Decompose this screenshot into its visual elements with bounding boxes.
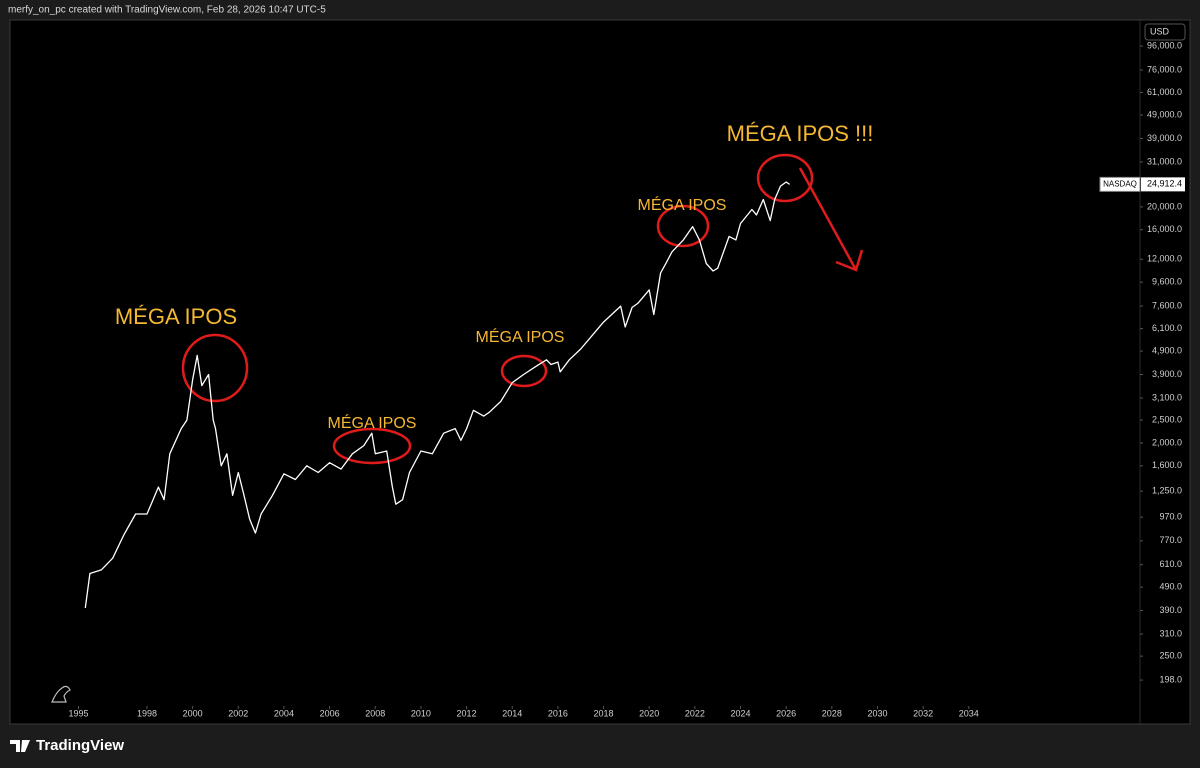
annotation: MÉGA IPOS bbox=[328, 413, 417, 432]
annotation: MÉGA IPOS bbox=[638, 195, 727, 214]
currency: USD bbox=[1150, 26, 1170, 36]
circle bbox=[181, 333, 249, 403]
y-tick-label: 970.0 bbox=[1159, 512, 1182, 522]
x-tick-label: 2026 bbox=[776, 708, 796, 718]
x-tick-label: 2016 bbox=[548, 708, 568, 718]
x-tick-label: 2032 bbox=[913, 708, 933, 718]
x-tick-label: 2024 bbox=[730, 708, 750, 718]
circle bbox=[500, 354, 548, 388]
y-tick-label: 4,900.0 bbox=[1152, 345, 1182, 355]
header: merfy_on_pc created with TradingView.com… bbox=[8, 5, 326, 16]
price-tag-name: NASDAQ bbox=[1103, 179, 1137, 188]
x-tick-label: 2000 bbox=[183, 708, 203, 718]
y-tick-label: 3,100.0 bbox=[1152, 392, 1182, 402]
circle bbox=[756, 153, 814, 203]
y-tick-label: 96,000.0 bbox=[1147, 40, 1182, 50]
hand-drawn-marks bbox=[181, 153, 864, 465]
circle bbox=[332, 427, 412, 465]
y-tick-label: 2,500.0 bbox=[1152, 414, 1182, 424]
footer-logo: TradingView bbox=[36, 737, 124, 754]
y-tick-label: 16,000.0 bbox=[1147, 224, 1182, 234]
circle bbox=[656, 204, 710, 248]
y-tick-label: 20,000.0 bbox=[1147, 201, 1182, 211]
x-tick-label: 2014 bbox=[502, 708, 522, 718]
y-tick-label: 39,000.0 bbox=[1147, 133, 1182, 143]
x-tick-label: 2034 bbox=[959, 708, 979, 718]
x-tick-label: 2012 bbox=[457, 708, 477, 718]
annotation: MÉGA IPOS bbox=[476, 327, 565, 346]
annotation: MÉGA IPOS !!! bbox=[727, 121, 874, 146]
x-tick-label: 2002 bbox=[228, 708, 248, 718]
y-tick-label: 490.0 bbox=[1159, 582, 1182, 592]
y-tick-label: 770.0 bbox=[1159, 535, 1182, 545]
x-tick-label: 1995 bbox=[68, 708, 88, 718]
x-tick-label: 2020 bbox=[639, 708, 659, 718]
logo-icon bbox=[51, 685, 71, 703]
y-tick-label: 12,000.0 bbox=[1147, 254, 1182, 264]
y-tick-label: 1,600.0 bbox=[1152, 460, 1182, 470]
x-tick-label: 2028 bbox=[822, 708, 842, 718]
x-tick-label: 2018 bbox=[594, 708, 614, 718]
y-tick-label: 9,600.0 bbox=[1152, 277, 1182, 287]
x-tick-label: 2022 bbox=[685, 708, 705, 718]
y-tick-label: 310.0 bbox=[1159, 628, 1182, 638]
y-tick-label: 6,100.0 bbox=[1152, 323, 1182, 333]
y-tick-label: 61,000.0 bbox=[1147, 87, 1182, 97]
price-tag-name-box bbox=[1099, 176, 1141, 192]
y-tick-label: 3,900.0 bbox=[1152, 369, 1182, 379]
y-tick-label: 610.0 bbox=[1159, 559, 1182, 569]
x-tick-label: 2010 bbox=[411, 708, 431, 718]
y-tick-label: 250.0 bbox=[1159, 651, 1182, 661]
y-tick-label: 7,600.0 bbox=[1152, 300, 1182, 310]
x-tick-label: 2004 bbox=[274, 708, 294, 718]
price-line bbox=[84, 181, 790, 609]
y-tick-label: 198.0 bbox=[1159, 674, 1182, 684]
tv-logo-mark bbox=[10, 740, 30, 752]
y-tick-label: 49,000.0 bbox=[1147, 109, 1182, 119]
y-tick-label: 1,250.0 bbox=[1152, 486, 1182, 496]
currency-box bbox=[1144, 23, 1186, 41]
x-tick-label: 2030 bbox=[867, 708, 887, 718]
chart-pane bbox=[9, 19, 1191, 725]
arrow bbox=[798, 167, 864, 272]
y-tick-label: 390.0 bbox=[1159, 605, 1182, 615]
y-tick-label: 76,000.0 bbox=[1147, 64, 1182, 74]
x-tick-label: 2006 bbox=[320, 708, 340, 718]
x-tick-label: 2008 bbox=[365, 708, 385, 718]
annotation: MÉGA IPOS bbox=[115, 304, 237, 329]
price-tag-box bbox=[1141, 177, 1185, 192]
y-tick-label: 2,000.0 bbox=[1152, 437, 1182, 447]
y-tick-label: 31,000.0 bbox=[1147, 156, 1182, 166]
x-tick-label: 1998 bbox=[137, 708, 157, 718]
price-tag-label: 24,912.4 bbox=[1147, 179, 1182, 189]
